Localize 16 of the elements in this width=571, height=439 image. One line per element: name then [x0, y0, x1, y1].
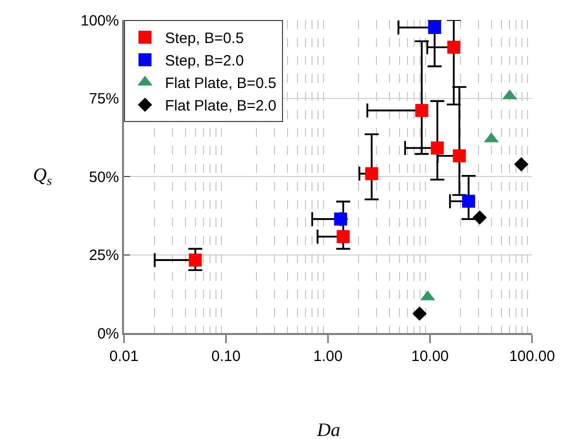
y-tick-label: 75%	[88, 90, 119, 108]
x-tick-label: 0.01	[109, 348, 139, 365]
legend-label: Flat Plate, B=2.0	[165, 98, 276, 115]
legend-label: Step, B=0.5	[165, 30, 244, 48]
x-tick-label: 1.00	[313, 348, 343, 365]
y-axis-title: Q$_{s}$	[33, 165, 52, 188]
x-tick-label: 100.00	[509, 348, 555, 365]
legend-label: Step, B=2.0	[165, 52, 244, 70]
y-tick-label: 100%	[80, 12, 119, 30]
y-tick-label: 50%	[88, 168, 119, 186]
x-tick-label: 10.00	[411, 348, 449, 365]
legend-label: Flat Plate, B=0.5	[165, 75, 276, 92]
x-axis-title: Da	[316, 420, 340, 439]
x-tick-label: 0.10	[211, 348, 241, 365]
y-tick-label: 25%	[88, 247, 119, 264]
y-tick-label: 0%	[97, 325, 119, 342]
